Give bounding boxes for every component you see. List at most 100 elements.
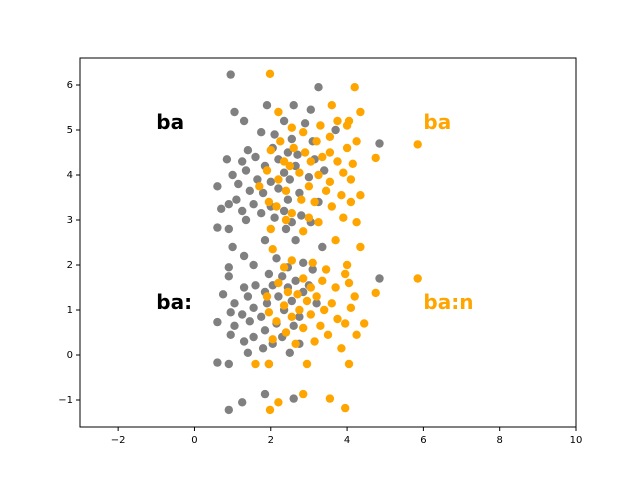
scatter-point — [228, 170, 237, 180]
scatter-point — [295, 188, 304, 198]
scatter-point — [287, 134, 296, 144]
scatter-point — [239, 283, 249, 292]
scatter-point — [230, 299, 239, 308]
scatter-point — [318, 276, 327, 285]
scatter-point — [297, 195, 306, 204]
scatter-point — [249, 260, 258, 270]
scatter-point — [272, 254, 281, 263]
scatter-point — [344, 359, 354, 369]
scatter-point — [243, 292, 253, 301]
scatter-point — [308, 258, 317, 267]
scatter-point — [333, 157, 342, 166]
scatter-point — [341, 403, 350, 413]
scatter-point — [264, 269, 274, 279]
scatter-point — [281, 224, 291, 234]
scatter-point — [291, 339, 300, 348]
scatter-point — [274, 292, 283, 301]
scatter-point — [291, 161, 300, 171]
scatter-point — [344, 278, 354, 288]
scatter-point — [224, 405, 233, 415]
scatter-point — [279, 263, 289, 272]
y-tick-label: 0 — [67, 350, 73, 361]
y-tick-label: 4 — [67, 170, 73, 181]
scatter-point — [218, 290, 228, 299]
scatter-point — [281, 328, 291, 337]
scatter-point — [293, 290, 302, 299]
scatter-point — [325, 177, 335, 186]
scatter-point — [306, 105, 315, 114]
scatter-point — [217, 204, 226, 213]
scatter-point — [314, 218, 323, 227]
scatter-point — [226, 330, 235, 339]
scatter-point — [350, 292, 359, 301]
scatter-point — [239, 337, 249, 346]
scatter-point — [224, 272, 233, 281]
scatter-point — [346, 303, 356, 312]
scatter-point — [293, 150, 302, 159]
scatter-point — [226, 70, 235, 79]
scatter-point — [314, 83, 323, 92]
scatter-point — [257, 128, 266, 137]
scatter-point — [344, 116, 354, 126]
scatter-point — [289, 101, 298, 110]
scatter-point — [238, 157, 247, 166]
scatter-point — [337, 344, 346, 353]
scatter-point — [260, 236, 270, 245]
scatter-point — [333, 314, 342, 324]
scatter-point — [230, 321, 239, 330]
scatter-point — [360, 319, 369, 328]
scatter-point — [325, 132, 335, 141]
scatter-point — [299, 323, 308, 333]
scatter-point — [238, 398, 247, 407]
scatter-point — [283, 195, 293, 204]
y-tick-label: 5 — [67, 125, 73, 136]
scatter-point — [266, 224, 275, 234]
scatter-point — [287, 123, 296, 132]
scatter-point — [356, 191, 365, 200]
scatter-point — [350, 83, 359, 92]
scatter-point — [352, 330, 361, 339]
data-points — [213, 69, 422, 415]
y-tick-label: 1 — [67, 305, 73, 316]
x-tick-label: 0 — [191, 435, 197, 446]
scatter-point — [266, 146, 275, 155]
scatter-point — [228, 242, 237, 252]
scatter-point — [264, 197, 274, 207]
scatter-point — [318, 242, 327, 252]
x-tick-label: 6 — [420, 435, 426, 446]
scatter-point — [213, 317, 222, 327]
scatter-point — [274, 278, 283, 288]
scatter-point — [262, 292, 272, 301]
scatter-point — [279, 116, 289, 126]
scatter-point — [258, 188, 268, 198]
scatter-point — [230, 107, 239, 117]
scatter-point — [270, 130, 279, 139]
scatter-point — [337, 191, 346, 200]
scatter-point — [281, 186, 291, 195]
scatter-point — [413, 274, 422, 283]
scatter-point — [325, 394, 335, 403]
y-tick-label: 2 — [67, 260, 73, 271]
scatter-point — [304, 213, 314, 222]
scatter-point — [274, 398, 283, 407]
scatter-point — [251, 359, 260, 369]
scatter-point — [375, 139, 384, 148]
scatter-point — [249, 332, 258, 342]
scatter-point — [299, 258, 308, 267]
scatter-point — [304, 173, 314, 182]
scatter-point — [279, 157, 289, 166]
scatter-point — [320, 166, 329, 175]
scatter-point — [260, 326, 270, 335]
scatter-point — [281, 215, 291, 225]
axes: −2 0 2 4 6 8 10 −1 0 1 2 3 4 5 6 — [58, 57, 582, 446]
scatter-point — [356, 242, 365, 252]
scatter-point — [279, 206, 289, 216]
scatter-point — [258, 344, 268, 353]
scatter-point — [279, 301, 289, 310]
scatter-point — [262, 166, 272, 175]
scatter-point — [264, 359, 274, 369]
scatter-point — [321, 265, 331, 274]
scatter-point — [310, 197, 319, 207]
scatter-point — [245, 317, 254, 326]
